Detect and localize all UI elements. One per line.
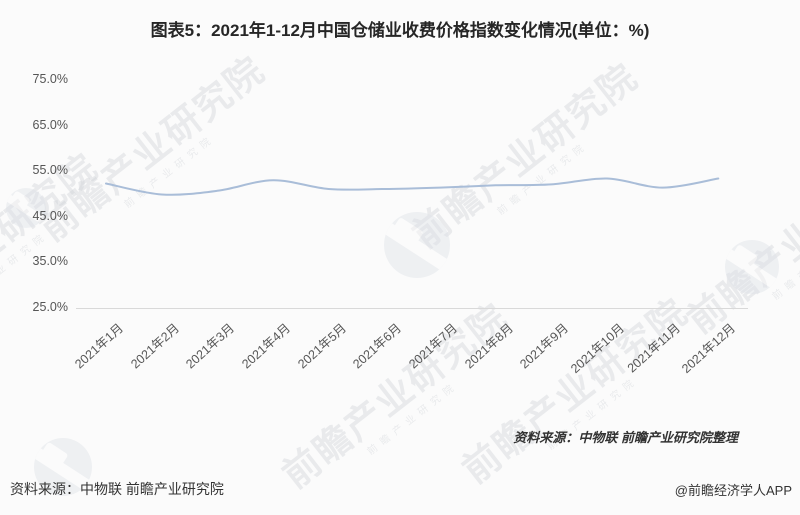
page-title: 图表5：2021年1-12月中国仓储业收费价格指数变化情况(单位：%) <box>150 21 650 40</box>
y-axis-tick-label: 75.0% <box>32 72 68 86</box>
qianzhan-logo-icon <box>6 188 46 228</box>
y-axis-tick-label: 35.0% <box>32 254 68 269</box>
y-axis-tick-label: 45.0% <box>32 208 68 223</box>
qianzhan-logo-icon <box>725 240 779 294</box>
qianzhan-logo-icon <box>34 438 92 496</box>
chart-source-note: 资料来源：中物联 前瞻产业研究院整理 <box>513 430 738 445</box>
y-axis-tick-label: 25.0% <box>32 300 68 314</box>
y-axis-tick-label: 55.0% <box>32 163 68 178</box>
y-axis-tick-label: 65.0% <box>32 117 68 132</box>
footer-source-text: 资料来源：中物联 前瞻产业研究院 <box>10 481 224 497</box>
qianzhan-logo-icon <box>384 212 450 278</box>
price-index-line-series <box>105 177 720 196</box>
x-axis-line <box>76 308 748 309</box>
footer-app-credit: @前瞻经济学人APP <box>674 483 792 498</box>
